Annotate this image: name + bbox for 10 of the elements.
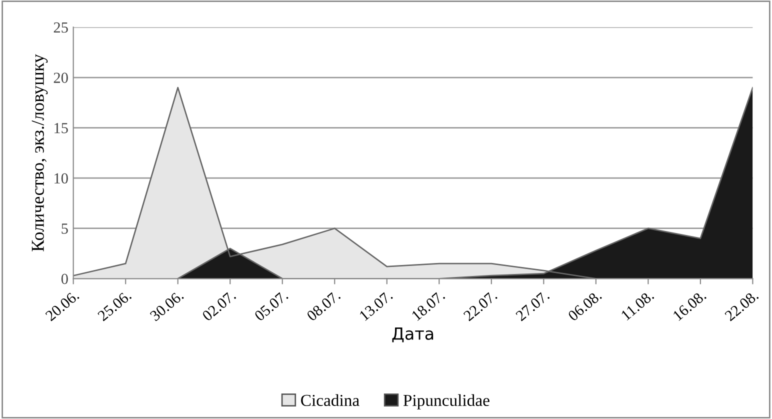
y-axis-title: Количество, экз./ловушку [32,54,48,252]
legend-label: Pipunculidae [403,394,490,410]
y-tick-label: 10 [54,173,68,184]
x-axis-title: Дата [392,328,434,342]
y-tick-label: 20 [54,72,68,83]
y-tick-label: 0 [61,274,68,284]
y-tick-label: 25 [54,22,68,33]
legend-label: Cicadina [301,394,360,406]
y-tick-label: 5 [62,224,68,234]
y-tick-label: 15 [54,123,68,134]
